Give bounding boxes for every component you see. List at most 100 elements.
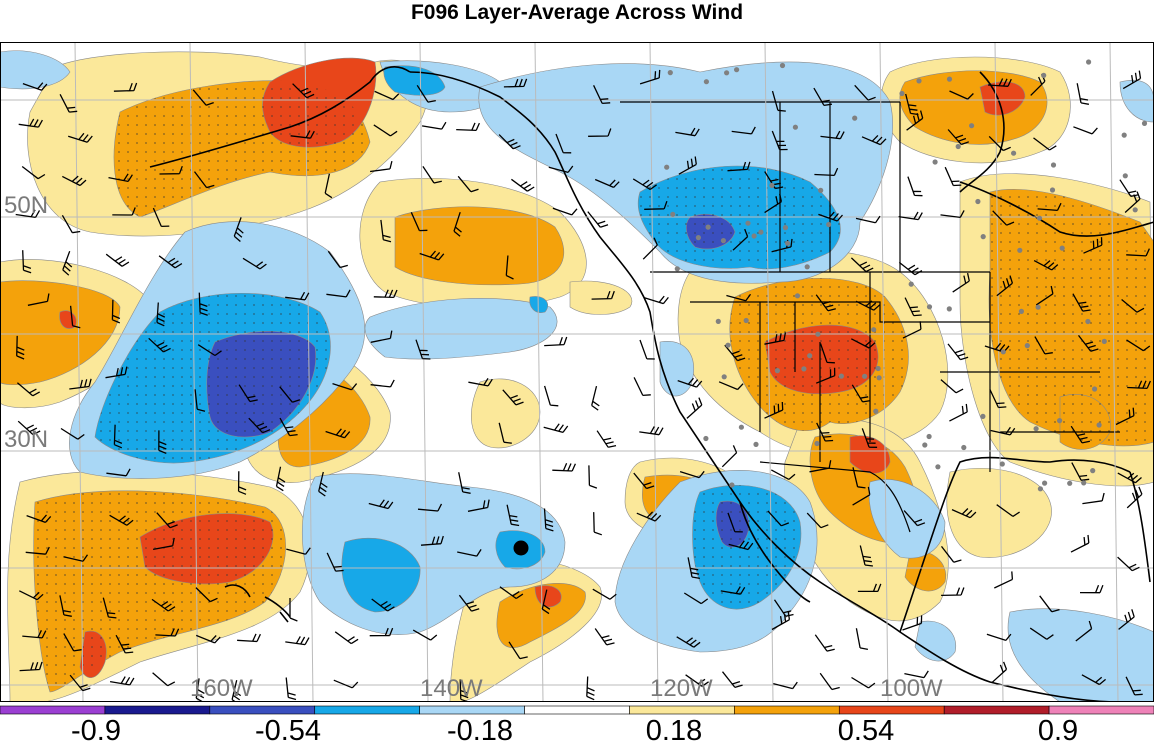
wind-barb [60,427,85,440]
wind-barb [499,586,524,600]
colorbar-swatch [524,705,630,715]
station-dot [871,327,877,333]
wind-barb [903,510,926,527]
colorbar-label: -0.18 [447,715,513,743]
wind-barb [718,381,744,391]
wind-barb [112,207,136,216]
wind-barb [996,504,1020,517]
wind-barb [380,219,392,243]
wind-barb [1126,248,1150,257]
wind-barb [27,293,50,306]
station-dot [801,366,807,372]
meridian-line [534,42,544,702]
wind-barb [105,253,130,267]
wind-barb [1077,335,1099,352]
wind-barb [727,512,743,533]
wind-barb [852,467,866,489]
wind-barb [636,511,662,522]
wind-barb [324,173,333,199]
station-dot [751,233,757,239]
station-dot [876,375,882,381]
wind-barb [851,338,876,349]
wind-barb [907,176,923,197]
wind-barb [63,554,89,562]
wind-barb [940,546,962,563]
station-dot [826,221,832,228]
wind-barb [818,211,843,222]
wind-barb [410,212,428,232]
wind-barb [248,417,271,434]
wind-barb [773,681,798,690]
wind-barb [22,82,48,91]
wind-barb [593,512,603,536]
wind-barb [861,134,887,146]
wind-barb [25,546,50,555]
wind-barb [275,466,286,492]
wind-barb [898,211,923,221]
wind-barb [1071,462,1090,481]
wind-barb [764,401,784,419]
wind-barb [726,293,752,302]
wind-barb [194,389,206,412]
wind-barb [552,463,576,472]
wind-barb [1079,584,1104,594]
station-dot [721,374,727,380]
station-dot [922,442,928,448]
wind-barb [371,598,395,612]
station-dot [1092,386,1098,392]
wind-barb [290,130,315,139]
wind-barb [588,465,598,489]
wind-barb [503,78,528,88]
station-dot [1035,304,1041,310]
station-dot [703,79,710,85]
wind-barb [1121,298,1145,313]
latitude-label: 50N [4,192,48,219]
wind-barb [639,69,661,85]
wind-barb [285,291,310,301]
wind-barb [1070,534,1090,553]
wind-barb [686,397,703,419]
wind-barb [544,336,568,347]
wind-barb [941,587,965,597]
wind-barb [152,207,170,228]
longitude-label: 160W [190,675,253,702]
station-dot [932,159,938,165]
wind-barb [458,472,471,494]
wind-barb [902,615,923,631]
station-dot [980,413,986,419]
wind-barb [22,630,47,639]
wind-barb [806,512,829,529]
station-dot [670,211,676,217]
wind-barb [949,90,974,100]
wind-barb [678,156,697,175]
wind-barb [1073,126,1098,135]
meridian-line [879,42,889,702]
wind-barb [19,661,43,672]
wind-barb [991,661,1008,684]
meridian-line [994,42,1004,702]
meridian-line [189,42,199,702]
colorbar-swatch [734,705,840,715]
wind-barb [764,193,783,214]
wind-barb [1070,425,1091,444]
colorbar-label: 0.18 [646,715,702,743]
wind-barb [543,385,559,407]
station-dot [1085,318,1091,325]
wind-barb [237,633,261,643]
wind-barb [68,132,93,143]
wind-barb [721,671,743,689]
station-dot [705,224,711,230]
wind-barb [325,428,351,439]
colorbar-swatch [943,705,1050,715]
meridian-line [304,42,314,702]
wind-barb [940,210,965,219]
wind-barb [195,587,218,603]
wind-barb [861,428,878,448]
station-dot [999,461,1005,467]
wind-barb [109,676,135,686]
wind-barb [102,597,117,619]
wind-barb [1083,237,1103,254]
wind-barb [850,257,874,273]
wind-barb [677,377,703,388]
station-dot [738,424,745,430]
